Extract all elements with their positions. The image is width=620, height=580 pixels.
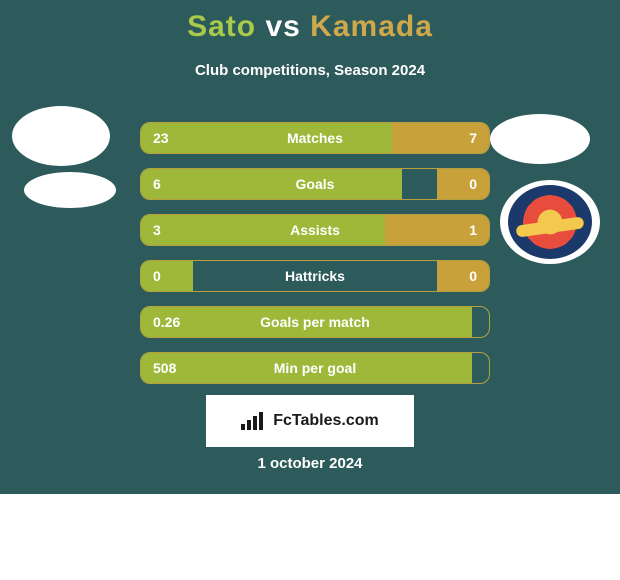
player1-club-placeholder [24, 172, 116, 208]
stat-label: Matches [141, 123, 489, 153]
stat-row: 0.26Goals per match [140, 306, 490, 338]
comparison-panel: Sato vs Kamada Club competitions, Season… [0, 0, 620, 494]
stat-label: Hattricks [141, 261, 489, 291]
stat-label: Goals per match [141, 307, 489, 337]
player1-avatar-placeholder [12, 106, 110, 166]
player2-club-badge [500, 180, 600, 264]
stats-container: 237Matches 60Goals 31Assists 00Hattricks 0.2… [140, 122, 490, 398]
stat-label: Goals [141, 169, 489, 199]
stat-label: Assists [141, 215, 489, 245]
stat-row: 00Hattricks [140, 260, 490, 292]
player2-name: Kamada [310, 10, 433, 43]
club-badge-icon [508, 185, 592, 259]
vs-text: vs [265, 10, 300, 43]
source-box: FcTables.com [206, 395, 414, 447]
player1-name: Sato [187, 10, 256, 43]
stat-row: 508Min per goal [140, 352, 490, 384]
stat-row: 31Assists [140, 214, 490, 246]
stat-row: 237Matches [140, 122, 490, 154]
page-title: Sato vs Kamada [0, 0, 620, 48]
source-text: FcTables.com [273, 412, 379, 430]
date-text: 1 october 2024 [0, 455, 620, 472]
stat-row: 60Goals [140, 168, 490, 200]
player2-avatar-placeholder [490, 114, 590, 164]
stat-label: Min per goal [141, 353, 489, 383]
fctables-icon [241, 412, 265, 430]
subtitle: Club competitions, Season 2024 [0, 62, 620, 79]
